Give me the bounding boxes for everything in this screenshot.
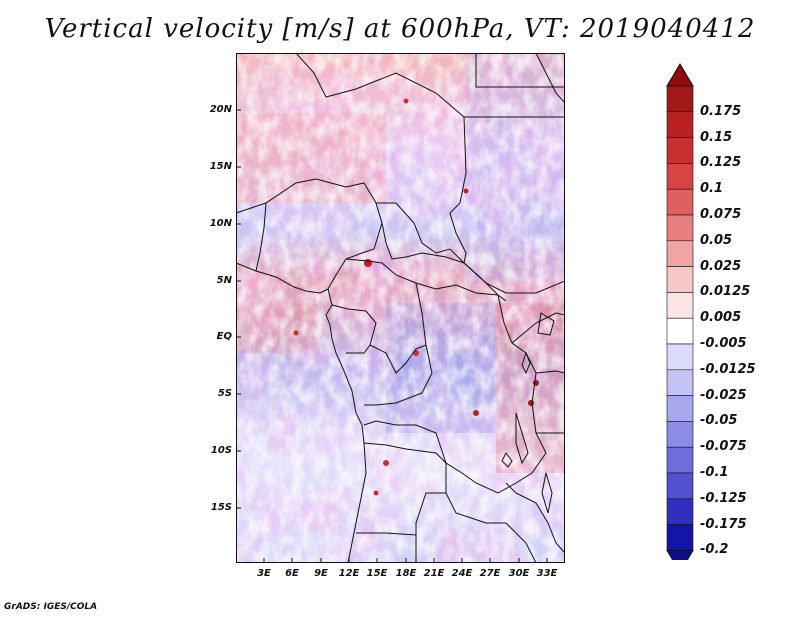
map-frame (236, 53, 565, 563)
lat-label: 10N (209, 218, 232, 229)
colorbar-tick-label: 0.15 (700, 129, 733, 145)
colorbar-swatch (666, 421, 694, 448)
colorbar-swatch (666, 343, 694, 371)
colorbar-swatch (666, 472, 694, 500)
lon-label: 24E (451, 568, 473, 579)
colorbar-bottom-arrow (666, 549, 694, 560)
colorbar-swatch (666, 85, 694, 113)
lat-label: 15N (209, 161, 232, 172)
lat-label: 10S (210, 445, 232, 456)
colorbar-tick-label: 0.05 (700, 232, 733, 248)
colorbar-swatch (666, 292, 694, 319)
colorbar-tick-label: 0.125 (700, 155, 742, 171)
colorbar-tick-label: -0.175 (700, 516, 747, 532)
colorbar-tick-label: -0.025 (700, 387, 747, 403)
lon-label: 12E (338, 568, 360, 579)
colorbar-swatch (666, 163, 694, 190)
colorbar-swatch (666, 266, 694, 293)
lon-label: 33E (536, 568, 558, 579)
colorbar-swatch (666, 446, 694, 474)
lat-label: 15S (210, 502, 232, 513)
colorbar-swatch (666, 317, 694, 345)
vertical-velocity-field (235, 52, 566, 564)
lon-label: 21E (423, 568, 445, 579)
colorbar-tick-label: -0.0125 (700, 361, 756, 377)
lon-label: 27E (479, 568, 501, 579)
colorbar-tick-label: 0.0125 (700, 284, 751, 300)
lon-label: 18E (395, 568, 417, 579)
colorbar-tick-label: -0.005 (700, 336, 747, 351)
lon-label: 9E (314, 568, 328, 579)
colorbar-swatch (666, 524, 694, 551)
colorbar-tick-label: 0.175 (700, 103, 742, 119)
colorbar-tick-label: 0.1 (700, 181, 724, 197)
lat-label: EQ (216, 331, 232, 342)
chart-title: Vertical velocity [m/s] at 600hPa, VT: 2… (44, 14, 756, 44)
lon-label: 6E (285, 568, 299, 579)
lat-label: 5S (217, 388, 232, 399)
colorbar-swatch (666, 214, 694, 242)
lat-label: 20N (209, 104, 232, 115)
colorbar-top-arrow (666, 63, 694, 87)
colorbar-swatch (666, 240, 694, 267)
colorbar-tick-label: -0.075 (700, 439, 747, 455)
colorbar (666, 63, 694, 560)
grads-credit: GrADS: IGES/COLA (4, 602, 98, 612)
colorbar-swatch (666, 188, 694, 216)
lon-label: 30E (508, 568, 530, 579)
colorbar-swatch (666, 111, 694, 138)
colorbar-swatch (666, 498, 694, 525)
colorbar-tick-label: -0.1 (700, 465, 729, 480)
colorbar-swatch (666, 395, 694, 422)
lon-label: 3E (257, 568, 271, 579)
colorbar-swatch (666, 137, 694, 164)
lat-label: 5N (216, 275, 232, 286)
colorbar-tick-label: -0.05 (700, 413, 738, 429)
colorbar-tick-label: 0.025 (700, 258, 742, 274)
colorbar-swatch (666, 369, 694, 396)
colorbar-tick-label: 0.005 (700, 310, 742, 326)
boundaries (235, 52, 566, 564)
lon-label: 15E (366, 568, 388, 579)
colorbar-tick-label: 0.075 (700, 207, 742, 222)
map-panel (235, 52, 566, 564)
colorbar-tick-label: -0.125 (700, 490, 747, 506)
colorbar-tick-label: -0.2 (700, 542, 729, 558)
